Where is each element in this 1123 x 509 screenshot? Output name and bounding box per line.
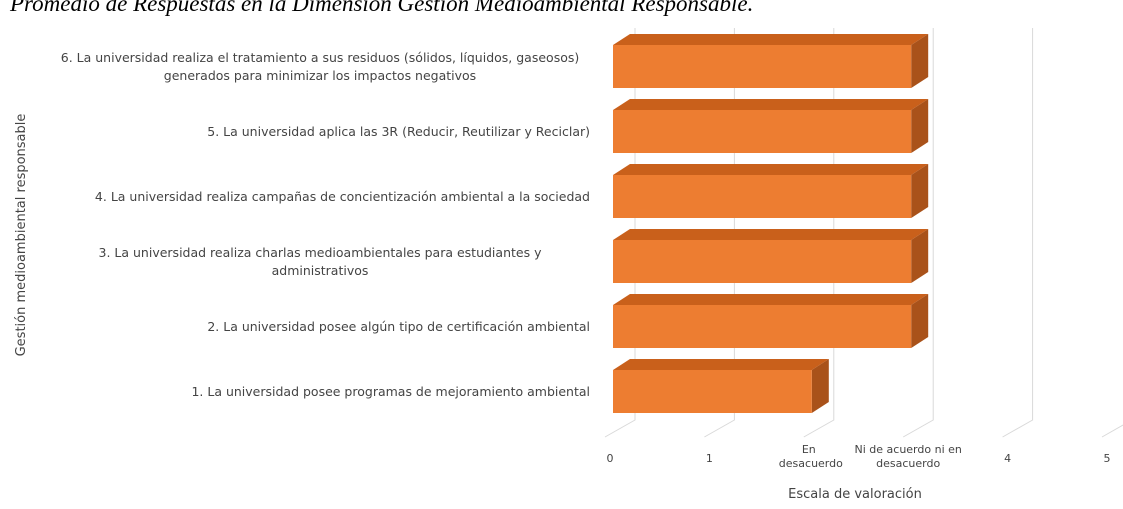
y-tick-text: 5. La universidad aplica las 3R (Reducir… (207, 123, 590, 139)
x-tick-label: 5 (1103, 452, 1111, 465)
bar-side (911, 34, 929, 88)
bar-side (911, 99, 929, 153)
bar-side (811, 359, 829, 413)
x-tick-label: En desacuerdo (778, 443, 843, 470)
y-tick-label: 6. La universidad realiza el tratamiento… (50, 49, 590, 85)
bar (613, 370, 812, 413)
y-tick-label: 2. La universidad posee algún tipo de ce… (50, 309, 590, 345)
bar (613, 110, 912, 153)
bar-side (911, 164, 929, 218)
x-tick-label: 0 (606, 452, 614, 465)
y-tick-label: 3. La universidad realiza charlas medioa… (50, 244, 590, 280)
chart-title: Promedio de Respuestas en la Dimensión G… (10, 0, 754, 16)
x-tick-label: Ni de acuerdo ni en desacuerdo (854, 443, 962, 470)
x-axis-title: Escala de valoración (788, 487, 922, 502)
y-axis-title: Gestión medioambiental responsable (14, 113, 29, 357)
bar-side (911, 294, 929, 348)
grid-line (1101, 424, 1123, 438)
bar-top (613, 99, 929, 110)
y-tick-label: 4. La universidad realiza campañas de co… (50, 179, 590, 215)
y-tick-label: 5. La universidad aplica las 3R (Reducir… (50, 114, 590, 150)
bar-top (613, 359, 829, 370)
y-tick-text: 1. La universidad posee programas de mej… (191, 383, 590, 399)
bar (613, 240, 912, 283)
bar (613, 305, 912, 348)
y-tick-text: 6. La universidad realiza el tratamiento… (60, 49, 580, 83)
x-tick-label: 4 (1004, 452, 1012, 465)
grid-line (604, 28, 636, 438)
y-tick-text: 4. La universidad realiza campañas de co… (94, 188, 590, 204)
grid-line (1002, 28, 1034, 438)
bar-top (613, 34, 929, 45)
x-tick-label: 1 (705, 452, 713, 465)
y-tick-text: 3. La universidad realiza charlas medioa… (98, 244, 542, 278)
grid-line (902, 28, 934, 438)
bar-top (613, 164, 929, 175)
bar-top (613, 294, 929, 305)
y-tick-text: 2. La universidad posee algún tipo de ce… (207, 318, 590, 334)
bar-top (613, 229, 929, 240)
bar (613, 175, 912, 218)
bar (613, 45, 912, 88)
grid-line (704, 28, 735, 438)
bar-side (911, 229, 929, 283)
grid-line (803, 28, 835, 438)
y-tick-label: 1. La universidad posee programas de mej… (50, 374, 590, 410)
